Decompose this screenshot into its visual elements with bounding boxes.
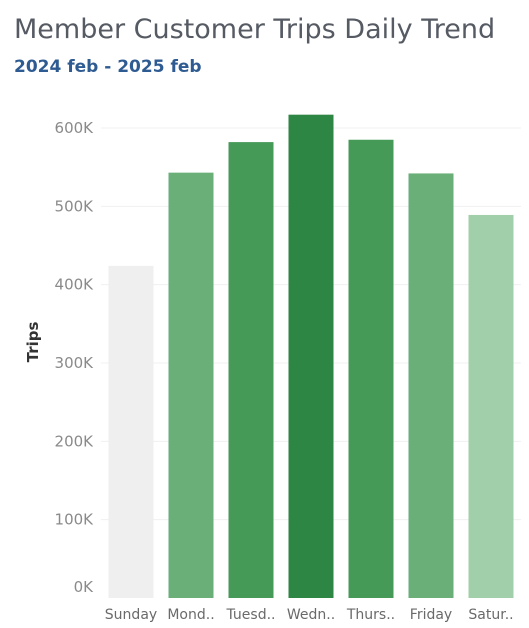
x-category-label: Mond.. xyxy=(167,607,214,623)
x-category-label: Friday xyxy=(410,607,452,623)
chart-subtitle: 2024 feb - 2025 feb xyxy=(14,57,202,77)
chart-title: Member Customer Trips Daily Trend xyxy=(14,14,496,45)
bar-sunday[interactable] xyxy=(108,265,154,598)
y-tick-label: 100K xyxy=(55,511,95,529)
y-tick-label: 0K xyxy=(74,578,95,596)
y-tick-label: 400K xyxy=(55,276,95,294)
x-category-label: Satur.. xyxy=(468,607,513,623)
bar-wednesday[interactable] xyxy=(288,114,334,598)
y-tick-label: 500K xyxy=(55,197,95,215)
y-tick-label: 600K xyxy=(55,119,95,137)
bar-monday[interactable] xyxy=(168,172,214,598)
x-axis-categories: Sunday Mond.. Tuesd.. Wedn.. Thurs.. Friday Sa… xyxy=(105,607,514,623)
bar-saturday[interactable] xyxy=(468,214,514,598)
x-category-label: Sunday xyxy=(105,607,157,623)
y-tick-label: 200K xyxy=(55,432,95,450)
bar-tuesday[interactable] xyxy=(228,142,274,598)
x-category-label: Tuesd.. xyxy=(226,607,276,623)
y-tick-label: 300K xyxy=(55,354,95,372)
x-category-label: Thurs.. xyxy=(346,607,395,623)
bar-friday[interactable] xyxy=(408,173,454,598)
x-category-label: Wedn.. xyxy=(287,607,335,623)
bar-thursday[interactable] xyxy=(348,139,394,598)
y-axis-title: Trips xyxy=(24,322,42,363)
bars xyxy=(108,114,514,598)
y-axis-ticks: 0K 100K 200K 300K 400K 500K 600K xyxy=(55,119,95,596)
